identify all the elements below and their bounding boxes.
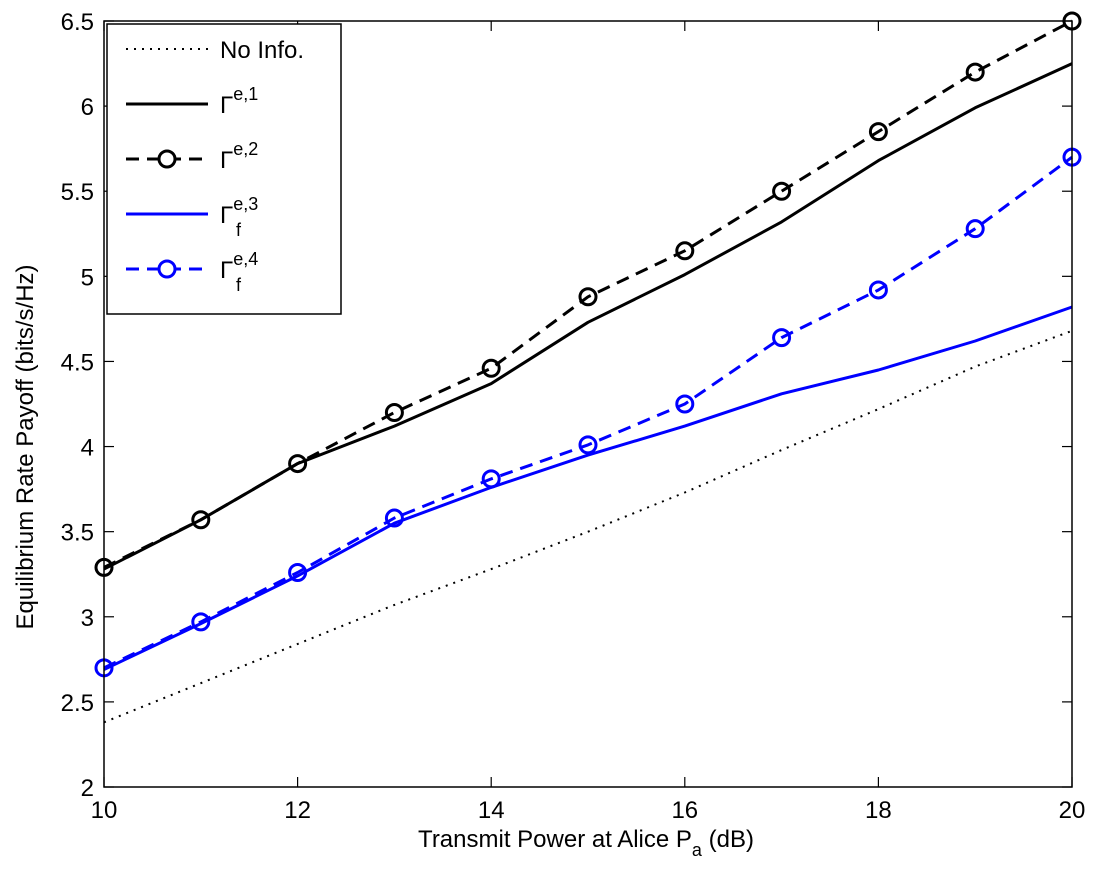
series-line-2 bbox=[103, 62, 1073, 571]
y-tick-label: 5.5 bbox=[61, 179, 94, 206]
series-5-point bbox=[965, 219, 985, 239]
y-tick-label: 3.5 bbox=[61, 520, 94, 547]
plot-frame bbox=[103, 20, 1073, 788]
series-line-3 bbox=[103, 19, 1073, 569]
y-tick-label: 3 bbox=[81, 605, 94, 632]
x-tick-label: 10 bbox=[91, 797, 118, 824]
series-line-5 bbox=[103, 155, 1073, 670]
series-5-point bbox=[772, 328, 792, 348]
x-axis-label: Transmit Power at Alice Pa (dB) bbox=[418, 826, 754, 860]
series-3-point bbox=[481, 358, 501, 378]
legend-label-5: Γe,4 f bbox=[220, 249, 258, 295]
y-tick-label: 4.5 bbox=[61, 349, 94, 376]
series-5-point bbox=[288, 563, 308, 583]
series-5-point bbox=[384, 508, 404, 528]
series-3-point bbox=[965, 62, 985, 82]
y-tick-label: 2 bbox=[81, 775, 94, 802]
x-tick-label: 12 bbox=[284, 797, 311, 824]
y-tick-label: 2.5 bbox=[61, 690, 94, 717]
series-3-point bbox=[868, 122, 888, 142]
series-5-point bbox=[481, 469, 501, 489]
series-5-point bbox=[578, 435, 598, 455]
series-3-point bbox=[675, 241, 695, 261]
series-line-1 bbox=[103, 329, 1073, 724]
y-tick-label: 6.5 bbox=[61, 9, 94, 36]
y-tick-label: 4 bbox=[81, 435, 94, 462]
legend-marker-5 bbox=[157, 259, 177, 279]
legend: No Info. Γe,1 Γe,2 Γe,3 f Γe,4 f bbox=[106, 23, 342, 315]
legend-label-3: Γe,2 bbox=[220, 139, 258, 174]
series-5-point bbox=[191, 612, 211, 632]
legend-label-1: No Info. bbox=[220, 37, 304, 64]
x-tick-label: 16 bbox=[671, 797, 698, 824]
series-3-point bbox=[384, 403, 404, 423]
axes-layer: 10 12 14 16 18 20 2 2.5 3 3.5 4 4.5 5 5.5 6 6.5 bbox=[61, 9, 1086, 824]
x-tick-label: 14 bbox=[478, 797, 505, 824]
series-3-point bbox=[191, 510, 211, 530]
x-tick-label: 18 bbox=[865, 797, 892, 824]
y-axis-label: Equilibrium Rate Payoff (bits/s/Hz) bbox=[12, 264, 39, 629]
legend-label-4: Γe,3 f bbox=[220, 194, 258, 240]
series-3-point bbox=[288, 454, 308, 474]
series-3-point bbox=[772, 181, 792, 201]
series-line-4 bbox=[103, 305, 1073, 671]
y-tick-label: 5 bbox=[81, 264, 94, 291]
legend-label-2: Γe,1 bbox=[220, 84, 258, 119]
y-tick-label: 6 bbox=[81, 94, 94, 121]
legend-marker-3 bbox=[157, 149, 177, 169]
series-5-point bbox=[868, 280, 888, 300]
series-3-point bbox=[578, 287, 598, 307]
legend-box bbox=[106, 23, 342, 315]
series-layer bbox=[94, 11, 1082, 724]
series-5-point bbox=[675, 394, 695, 414]
x-tick-label: 20 bbox=[1059, 797, 1086, 824]
